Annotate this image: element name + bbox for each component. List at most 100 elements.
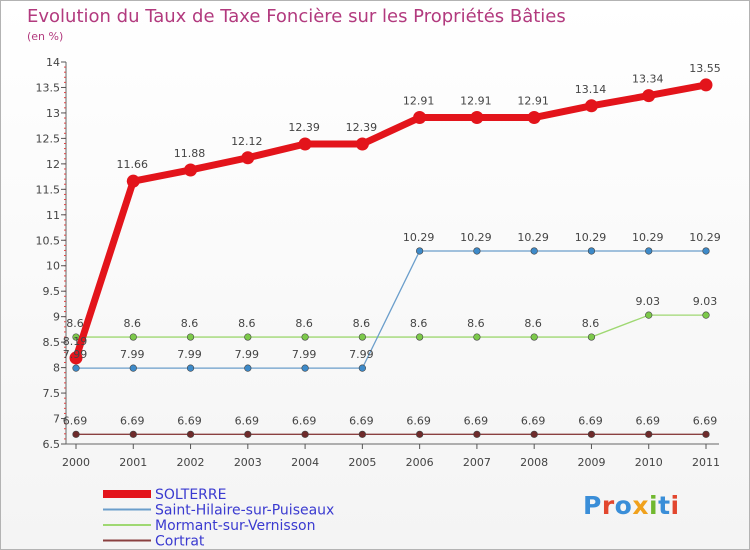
data-label-mormant-sur-vernisson: 8.6 bbox=[410, 317, 428, 330]
data-label-saint-hilaire-sur-puiseaux: 7.99 bbox=[63, 348, 88, 361]
x-tick-label: 2008 bbox=[520, 456, 548, 469]
data-point bbox=[473, 430, 481, 438]
data-point bbox=[470, 111, 484, 125]
legend-item-saint-hilaire-sur-puiseaux: Saint-Hilaire-sur-Puiseaux bbox=[103, 503, 334, 519]
legend-item-mormant-sur-vernisson: Mormant-sur-Vernisson bbox=[103, 518, 315, 534]
data-label-cortrat: 6.69 bbox=[406, 414, 431, 427]
data-label-mormant-sur-vernisson: 8.6 bbox=[66, 317, 84, 330]
data-point bbox=[244, 364, 252, 372]
data-label-solterre: 13.55 bbox=[689, 62, 721, 75]
data-label-saint-hilaire-sur-puiseaux: 7.99 bbox=[177, 348, 202, 361]
data-point bbox=[416, 247, 424, 255]
data-label-saint-hilaire-sur-puiseaux: 10.29 bbox=[460, 231, 492, 244]
data-point bbox=[702, 247, 710, 255]
data-label-mormant-sur-vernisson: 8.6 bbox=[181, 317, 199, 330]
data-label-mormant-sur-vernisson: 8.6 bbox=[524, 317, 542, 330]
series-layer bbox=[69, 78, 713, 438]
legend-label: Saint-Hilaire-sur-Puiseaux bbox=[155, 503, 334, 519]
data-point bbox=[527, 111, 541, 125]
logo-letter: x bbox=[632, 491, 649, 520]
proxiti-logo: Proxiti bbox=[583, 491, 680, 520]
data-point bbox=[129, 364, 137, 372]
data-point bbox=[129, 333, 137, 341]
data-label-solterre: 13.14 bbox=[575, 83, 607, 96]
data-point bbox=[358, 364, 366, 372]
data-label-cortrat: 6.69 bbox=[635, 414, 660, 427]
y-tick-label: 10 bbox=[46, 260, 60, 273]
legend-item-solterre: SOLTERRE bbox=[103, 487, 226, 503]
data-label-saint-hilaire-sur-puiseaux: 10.29 bbox=[403, 231, 435, 244]
data-label-mormant-sur-vernisson: 9.03 bbox=[635, 295, 660, 308]
logo-letter: P bbox=[583, 491, 602, 520]
data-point bbox=[645, 247, 653, 255]
data-label-cortrat: 6.69 bbox=[177, 414, 202, 427]
legend: SOLTERRESaint-Hilaire-sur-PuiseauxMorman… bbox=[103, 487, 334, 549]
x-tick-label: 2009 bbox=[577, 456, 605, 469]
data-label-cortrat: 6.69 bbox=[693, 414, 718, 427]
x-tick-label: 2004 bbox=[291, 456, 319, 469]
y-tick-label: 8 bbox=[53, 362, 60, 375]
data-label-cortrat: 6.69 bbox=[292, 414, 317, 427]
series-cortrat bbox=[72, 430, 710, 438]
data-label-mormant-sur-vernisson: 8.6 bbox=[238, 317, 256, 330]
y-tick-label: 11 bbox=[46, 209, 60, 222]
y-tick-label: 13.5 bbox=[36, 81, 61, 94]
logo-letter: t bbox=[658, 491, 671, 520]
series-solterre bbox=[69, 78, 713, 365]
data-label-saint-hilaire-sur-puiseaux: 10.29 bbox=[575, 231, 607, 244]
data-point bbox=[129, 430, 137, 438]
series-saint-hilaire-sur-puiseaux bbox=[72, 247, 710, 372]
data-point bbox=[416, 333, 424, 341]
data-label-solterre: 12.12 bbox=[231, 135, 263, 148]
logo-letter: o bbox=[614, 491, 633, 520]
y-tick-label: 8.5 bbox=[43, 336, 61, 349]
x-tick-label: 2005 bbox=[348, 456, 376, 469]
x-tick-label: 2011 bbox=[692, 456, 720, 469]
data-point bbox=[530, 247, 538, 255]
data-label-mormant-sur-vernisson: 8.6 bbox=[124, 317, 142, 330]
data-point bbox=[473, 247, 481, 255]
data-label-solterre: 12.91 bbox=[517, 95, 549, 108]
data-point bbox=[702, 311, 710, 319]
data-point bbox=[244, 430, 252, 438]
data-point bbox=[587, 247, 596, 255]
y-tick-label: 7.5 bbox=[43, 387, 61, 400]
data-point bbox=[584, 99, 598, 113]
data-label-cortrat: 6.69 bbox=[235, 414, 260, 427]
series-line-saint-hilaire-sur-puiseaux bbox=[76, 250, 706, 369]
data-point bbox=[298, 137, 312, 151]
data-label-saint-hilaire-sur-puiseaux: 7.99 bbox=[235, 348, 260, 361]
data-point bbox=[645, 430, 653, 438]
data-point bbox=[301, 364, 309, 372]
data-point bbox=[413, 111, 427, 125]
y-tick-label: 14 bbox=[46, 56, 60, 69]
data-point bbox=[530, 430, 538, 438]
data-point bbox=[645, 311, 653, 319]
data-label-saint-hilaire-sur-puiseaux: 7.99 bbox=[349, 348, 374, 361]
y-tick-label: 13 bbox=[46, 107, 60, 120]
legend-label: Cortrat bbox=[155, 534, 205, 550]
data-point bbox=[702, 430, 710, 438]
value-labels: 8.19 11.66 11.88 12.12 12.39 12.39 12.91 12.91 1… bbox=[63, 62, 721, 427]
x-tick-label: 2000 bbox=[62, 456, 90, 469]
data-point bbox=[69, 351, 83, 365]
data-label-cortrat: 6.69 bbox=[120, 414, 145, 427]
data-point bbox=[301, 430, 309, 438]
y-unit-label: (en %) bbox=[27, 30, 64, 43]
data-label-solterre: 12.91 bbox=[403, 95, 435, 108]
y-tick-label: 7 bbox=[53, 413, 60, 426]
data-point bbox=[186, 333, 195, 341]
data-label-solterre: 11.88 bbox=[174, 147, 206, 160]
logo-letter: i bbox=[670, 491, 680, 520]
data-point bbox=[241, 151, 255, 165]
data-label-mormant-sur-vernisson: 8.6 bbox=[582, 317, 600, 330]
x-tick-label: 2001 bbox=[119, 456, 147, 469]
data-label-saint-hilaire-sur-puiseaux: 10.29 bbox=[689, 231, 721, 244]
x-tick-label: 2002 bbox=[177, 456, 205, 469]
data-label-cortrat: 6.69 bbox=[578, 414, 603, 427]
legend-label: Mormant-sur-Vernisson bbox=[155, 518, 315, 534]
logo-letter: i bbox=[649, 491, 659, 520]
data-point bbox=[358, 333, 366, 341]
series-line-solterre bbox=[72, 81, 710, 362]
data-label-cortrat: 6.69 bbox=[464, 414, 489, 427]
